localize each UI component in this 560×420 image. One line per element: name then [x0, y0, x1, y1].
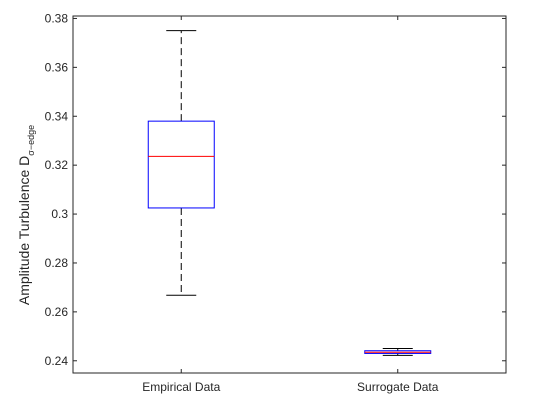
box-iqr [147, 120, 215, 209]
y-tick-label: 0.28 [45, 256, 69, 270]
axes-frame [72, 15, 507, 374]
x-axis-ticks: Empirical Data Surrogate Data [142, 16, 439, 394]
y-tick-label: 0.36 [45, 60, 69, 74]
y-tick-label: 0.24 [45, 354, 69, 368]
x-tick-label: Empirical Data [142, 380, 220, 394]
y-axis-label: Amplitude Turbulence Dσ−edge [16, 125, 36, 305]
y-axis-label-subscript: σ−edge [26, 125, 36, 156]
plot-area [72, 15, 507, 374]
box-1 [147, 30, 215, 296]
box-2 [364, 348, 432, 356]
y-tick-label: 0.34 [45, 109, 69, 123]
y-axis-ticks: 0.24 0.26 0.28 0.3 0.32 0.34 0.36 0.38 [45, 11, 506, 368]
y-tick-label: 0.32 [45, 158, 69, 172]
y-axis-label-main: Amplitude Turbulence D [16, 156, 32, 305]
y-tick-label: 0.26 [45, 305, 69, 319]
y-tick-label: 0.3 [51, 207, 68, 221]
x-tick-label: Surrogate Data [357, 380, 439, 394]
y-tick-label: 0.38 [45, 11, 69, 25]
